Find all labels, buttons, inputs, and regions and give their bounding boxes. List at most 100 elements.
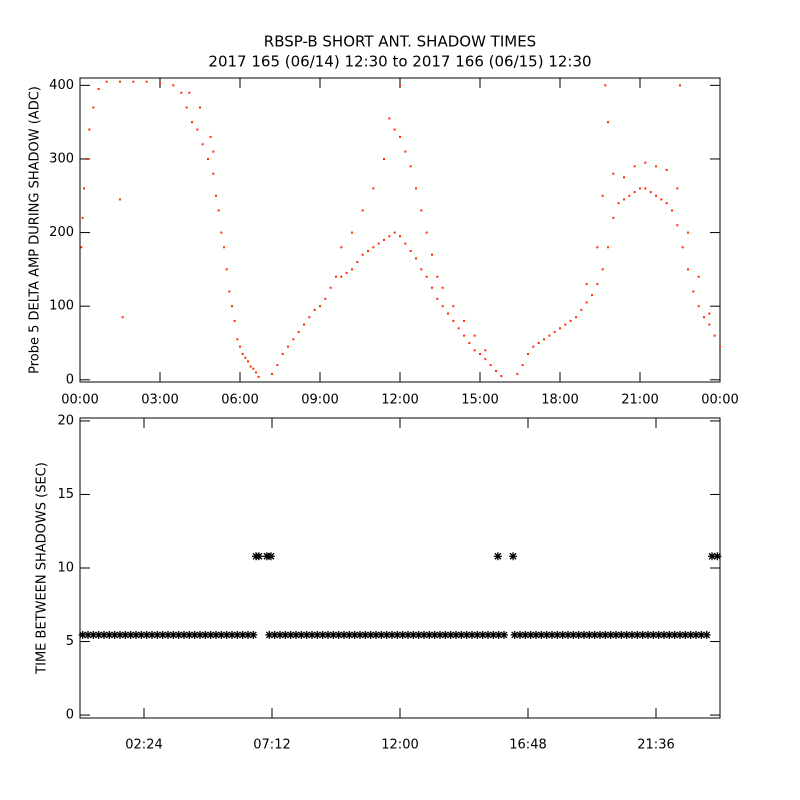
point xyxy=(676,224,679,227)
point xyxy=(270,630,279,639)
point xyxy=(500,630,508,639)
point xyxy=(681,246,684,249)
point xyxy=(399,84,401,87)
x-tick-label: 15:00 xyxy=(461,393,498,408)
point xyxy=(231,305,233,308)
point xyxy=(537,630,546,639)
point xyxy=(596,630,604,639)
point xyxy=(281,353,284,356)
point xyxy=(212,172,215,175)
point xyxy=(644,187,647,190)
point xyxy=(366,630,375,639)
point xyxy=(510,630,519,639)
point xyxy=(681,630,690,639)
point xyxy=(489,364,492,367)
point xyxy=(225,268,228,271)
point xyxy=(404,150,407,153)
point xyxy=(548,334,551,337)
point xyxy=(569,630,578,639)
point xyxy=(126,630,135,639)
point xyxy=(228,630,236,639)
point xyxy=(703,316,705,319)
point xyxy=(276,364,279,367)
point xyxy=(553,330,556,333)
point xyxy=(516,372,519,375)
point xyxy=(119,80,121,83)
point xyxy=(313,630,322,639)
point xyxy=(484,349,487,352)
point xyxy=(393,630,402,639)
point xyxy=(254,552,263,561)
point xyxy=(297,630,306,639)
point xyxy=(697,275,700,278)
x-tick-label: 03:00 xyxy=(141,393,178,408)
point xyxy=(537,341,540,344)
point xyxy=(196,630,204,639)
point xyxy=(180,91,183,94)
point xyxy=(527,353,529,356)
point xyxy=(676,187,679,190)
y-tick-label: 15 xyxy=(57,487,74,502)
point xyxy=(623,176,625,179)
point xyxy=(351,231,353,234)
point xyxy=(212,150,215,153)
point xyxy=(447,312,449,315)
point xyxy=(644,630,652,639)
point xyxy=(382,630,391,639)
point xyxy=(393,128,396,131)
point xyxy=(172,84,175,87)
x-tick-label: 09:00 xyxy=(301,393,338,408)
point xyxy=(206,630,215,639)
point xyxy=(585,283,588,286)
point xyxy=(404,242,407,245)
point xyxy=(671,209,673,212)
point xyxy=(558,630,567,639)
point xyxy=(665,630,674,639)
point xyxy=(238,630,247,639)
point xyxy=(100,630,108,639)
point xyxy=(388,630,396,639)
point xyxy=(340,246,343,249)
point xyxy=(286,630,295,639)
point xyxy=(409,630,418,639)
point xyxy=(319,305,321,308)
point xyxy=(719,345,721,348)
point xyxy=(292,630,300,639)
point xyxy=(516,630,524,639)
point xyxy=(606,630,615,639)
point xyxy=(617,202,620,205)
point xyxy=(308,316,311,319)
point xyxy=(713,552,722,561)
point xyxy=(473,630,482,639)
point xyxy=(489,630,498,639)
point xyxy=(148,630,156,639)
point xyxy=(215,194,217,197)
y-axis-label: TIME BETWEEN SHADOWS (SEC) xyxy=(35,462,50,675)
point xyxy=(388,235,391,238)
point xyxy=(271,372,273,375)
point xyxy=(377,630,386,639)
point xyxy=(266,552,275,561)
point xyxy=(372,630,380,639)
point xyxy=(239,345,241,348)
x-tick-label: 02:24 xyxy=(125,738,162,753)
point xyxy=(188,91,191,94)
point xyxy=(191,121,193,124)
point xyxy=(452,319,455,322)
point xyxy=(137,630,146,639)
point xyxy=(612,172,615,175)
y-tick-label: 400 xyxy=(49,78,74,93)
point xyxy=(430,630,439,639)
point xyxy=(199,106,201,109)
point xyxy=(665,169,668,172)
point xyxy=(612,630,620,639)
point xyxy=(575,316,577,319)
point xyxy=(532,345,535,348)
y-tick-label: 300 xyxy=(49,151,74,166)
point xyxy=(334,630,343,639)
y-tick-label: 100 xyxy=(49,299,74,314)
point xyxy=(708,323,711,326)
point xyxy=(687,268,689,271)
point xyxy=(372,246,375,249)
